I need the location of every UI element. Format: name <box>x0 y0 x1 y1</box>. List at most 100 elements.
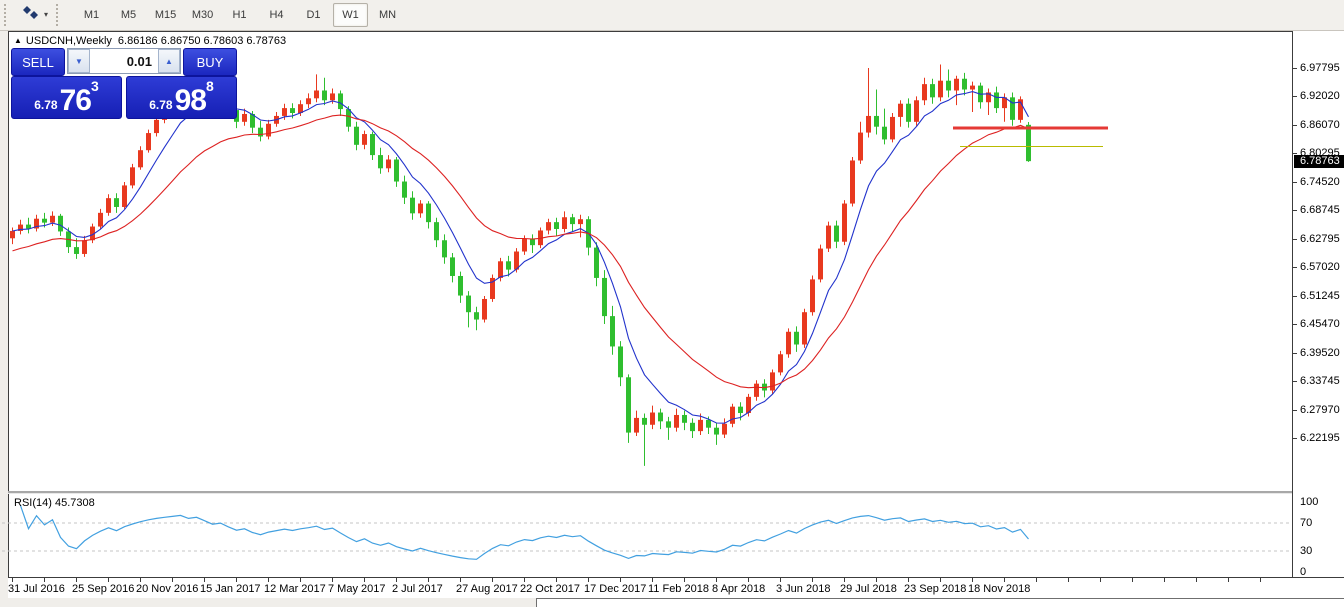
date-tick <box>1260 578 1261 582</box>
date-tick <box>300 578 301 582</box>
date-axis-label: 31 Jul 2016 <box>8 583 65 595</box>
date-axis-label: 8 Apr 2018 <box>712 583 766 595</box>
date-axis-label: 22 Oct 2017 <box>520 583 580 595</box>
rsi-line <box>19 505 1029 560</box>
date-tick <box>12 578 13 582</box>
price-axis-label: 6.86070 <box>1300 118 1340 131</box>
price-axis[interactable]: 6.97795 6.92020 6.86070 6.80295 6.74520 6.687… <box>1292 31 1344 597</box>
chart-tools-button[interactable]: ▾ <box>17 3 52 28</box>
price-axis-label: 6.51245 <box>1300 289 1340 302</box>
date-tick <box>364 578 365 582</box>
date-axis-label: 2 Jul 2017 <box>392 583 443 595</box>
buy-price-pip: 8 <box>205 78 214 94</box>
date-tick <box>524 578 525 582</box>
tf-button-H1[interactable]: H1 <box>232 9 247 21</box>
date-tick <box>1164 578 1165 582</box>
tf-button-M15[interactable]: M15 <box>154 9 177 21</box>
date-tick <box>1228 578 1229 582</box>
buy-price-main: 98 <box>174 84 207 117</box>
price-tick <box>1293 267 1297 269</box>
date-tick <box>556 578 557 582</box>
buy-button[interactable]: BUY <box>183 48 237 76</box>
price-axis-label: 6.27970 <box>1300 403 1340 416</box>
sell-price-main: 76 <box>59 84 92 117</box>
date-axis-label: 15 Jan 2017 <box>200 583 261 595</box>
current-price-badge: 6.78763 <box>1294 155 1344 169</box>
volume-decrease-button[interactable]: ▼ <box>68 49 90 73</box>
sell-price-panel[interactable]: 6.78 76 3 <box>11 76 122 119</box>
tf-button-M5[interactable]: M5 <box>120 9 137 21</box>
volume-input[interactable] <box>90 49 158 73</box>
timeframe-buttons: M1 M5 M15 M30 H1 H4 D1 W1 MN <box>73 3 406 27</box>
buy-price-prefix: 6.78 <box>149 98 173 112</box>
rsi-indicator-plot[interactable] <box>0 494 1292 576</box>
date-tick <box>1196 578 1197 582</box>
price-axis-label: 6.68745 <box>1300 204 1340 217</box>
date-tick <box>748 578 749 582</box>
chart-title: ▲ USDCNH,Weekly 6.86186 6.86750 6.78603 6.… <box>14 35 286 47</box>
sell-price-pip: 3 <box>90 78 99 94</box>
price-axis-label: 6.62795 <box>1300 232 1340 245</box>
date-axis-label: 12 Mar 2017 <box>264 583 326 595</box>
tf-button-M30[interactable]: M30 <box>191 9 214 21</box>
price-tick <box>1293 68 1297 69</box>
cursor-tools-icon <box>21 5 41 26</box>
date-tick <box>844 578 845 582</box>
toolbar-grip[interactable] <box>56 4 63 26</box>
toolbar-grip[interactable] <box>4 4 11 26</box>
date-tick <box>684 578 685 582</box>
date-tick <box>108 578 109 582</box>
sell-button[interactable]: SELL <box>11 48 65 76</box>
price-axis-label: 6.92020 <box>1300 90 1340 103</box>
price-tick <box>1293 381 1297 383</box>
date-tick <box>812 578 813 582</box>
date-axis-label: 25 Sep 2016 <box>72 583 135 595</box>
price-tick <box>1293 352 1297 354</box>
tf-button-W1[interactable]: W1 <box>333 3 369 27</box>
tf-button-D1[interactable]: D1 <box>306 9 321 21</box>
date-axis-label: 3 Jun 2018 <box>776 583 831 595</box>
date-tick <box>1004 578 1005 582</box>
price-axis-label: 6.33745 <box>1300 375 1340 388</box>
tf-button-M1[interactable]: M1 <box>83 9 100 21</box>
date-tick <box>716 578 717 582</box>
left-gutter <box>0 31 8 606</box>
bottom-strip <box>0 598 1344 607</box>
date-tick <box>1036 578 1037 582</box>
price-tick <box>1293 438 1297 439</box>
chart-background <box>8 31 1344 597</box>
ohlc-values: 6.86186 6.86750 6.78603 6.78763 <box>117 35 287 47</box>
price-axis-label: 6.57020 <box>1300 261 1340 274</box>
ma-fast-line <box>12 91 1029 424</box>
volume-increase-button[interactable]: ▲ <box>158 49 180 73</box>
price-tick <box>1293 238 1297 240</box>
date-tick <box>428 578 429 582</box>
price-axis-label: 6.45470 <box>1300 318 1340 331</box>
buy-price-panel[interactable]: 6.78 98 8 <box>126 76 237 119</box>
price-tick <box>1293 124 1297 126</box>
date-tick <box>1132 578 1133 582</box>
date-tick <box>620 578 621 582</box>
chart-window: ▲ USDCNH,Weekly 6.86186 6.86750 6.78603 6.… <box>0 31 1344 607</box>
chart-frame-top <box>8 31 1344 32</box>
toolbar: ▾ M1 M5 M15 M30 H1 H4 D1 W1 MN <box>0 0 1344 31</box>
tf-button-MN[interactable]: MN <box>378 9 397 21</box>
chart-frame-left <box>8 31 9 597</box>
volume-box: ▼ ▲ <box>67 48 181 74</box>
tf-button-H4[interactable]: H4 <box>269 9 284 21</box>
date-axis-label: 11 Feb 2018 <box>648 583 709 595</box>
date-tick <box>268 578 269 582</box>
collapse-arrow-icon[interactable]: ▲ <box>14 36 22 45</box>
symbol-period-label: USDCNH,Weekly <box>25 35 112 47</box>
date-tick <box>44 578 45 582</box>
rsi-axis-label: 100 <box>1300 496 1319 508</box>
main-chart-plot[interactable] <box>0 32 1292 492</box>
date-axis[interactable]: 31 Jul 2016 25 Sep 2016 20 Nov 2016 15 Jan … <box>8 577 1344 598</box>
price-tick <box>1293 324 1297 326</box>
date-axis-label: 27 Aug 2017 <box>456 583 518 595</box>
date-tick <box>908 578 909 582</box>
date-axis-label: 7 May 2017 <box>328 583 386 595</box>
ma-slow-line <box>12 114 1029 389</box>
indicator-window-divider[interactable] <box>8 491 1344 494</box>
price-tick <box>1293 409 1297 411</box>
